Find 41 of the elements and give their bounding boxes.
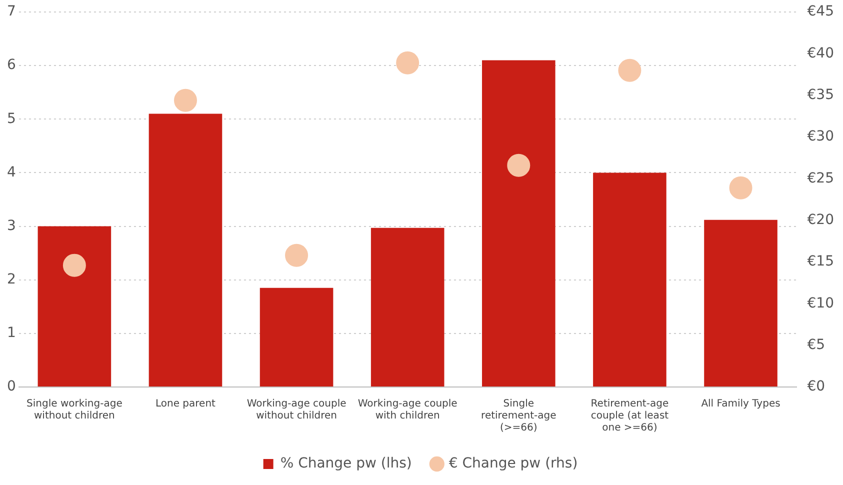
point bbox=[62, 254, 86, 277]
y2-tick-label: €0 bbox=[807, 378, 826, 395]
legend-label: % Change pw (lhs) bbox=[280, 456, 412, 472]
point bbox=[396, 51, 420, 74]
y2-tick-label: €20 bbox=[807, 212, 834, 228]
legend-label: € Change pw (rhs) bbox=[448, 456, 578, 472]
bar bbox=[593, 172, 666, 386]
bar bbox=[370, 228, 444, 386]
y-tick-label: 0 bbox=[6, 378, 16, 395]
x-tick-label: Lone parent bbox=[156, 398, 216, 410]
point bbox=[174, 88, 197, 112]
y2-tick-label: €35 bbox=[807, 86, 834, 103]
y2-tick-label: €45 bbox=[807, 4, 834, 20]
point bbox=[285, 244, 308, 267]
point bbox=[729, 176, 752, 200]
y2-tick-label: €10 bbox=[807, 295, 834, 312]
y-tick-label: 3 bbox=[6, 218, 16, 234]
y2-tick-label: €40 bbox=[807, 45, 834, 62]
y-tick-label: 1 bbox=[6, 325, 16, 342]
y-tick-label: 2 bbox=[6, 272, 16, 288]
y2-tick-label: €15 bbox=[807, 254, 834, 270]
y2-tick-label: €5 bbox=[807, 336, 826, 353]
x-tick-label: Working-age couple without children bbox=[246, 398, 346, 422]
x-tick-label: Single retirement-age (>=66) bbox=[481, 398, 556, 434]
x-tick-label: Single working-age without children bbox=[26, 398, 122, 422]
y-tick-label: 4 bbox=[6, 164, 16, 180]
y-tick-label: 5 bbox=[6, 110, 16, 127]
y-tick-label: 7 bbox=[6, 4, 16, 20]
x-tick-label: Retirement-age couple (at least one >=66) bbox=[590, 398, 669, 434]
y2-tick-label: €30 bbox=[807, 128, 834, 145]
bar bbox=[38, 226, 112, 386]
y-tick-label: 6 bbox=[6, 57, 16, 74]
bar bbox=[148, 114, 222, 386]
x-tick-label: Working-age couple with children bbox=[358, 398, 458, 422]
bar bbox=[260, 288, 334, 386]
point bbox=[507, 154, 530, 177]
bar bbox=[482, 60, 556, 386]
x-tick-label: All Family Types bbox=[701, 398, 780, 410]
y2-tick-label: €25 bbox=[807, 170, 834, 186]
point bbox=[618, 58, 642, 82]
bar bbox=[704, 220, 778, 386]
